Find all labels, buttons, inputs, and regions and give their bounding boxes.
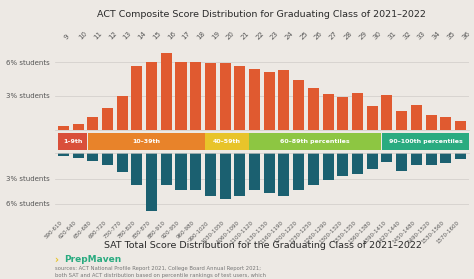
Bar: [322, 153, 334, 179]
Bar: [278, 70, 290, 130]
Bar: [146, 153, 157, 211]
Bar: [249, 153, 260, 191]
Bar: [161, 153, 172, 184]
Bar: [440, 117, 451, 130]
Text: 1–9th: 1–9th: [63, 139, 82, 144]
Text: 90–100th percentiles: 90–100th percentiles: [389, 139, 462, 144]
Bar: [205, 153, 216, 196]
Bar: [396, 110, 407, 130]
Bar: [117, 96, 128, 130]
FancyBboxPatch shape: [58, 133, 87, 150]
Bar: [337, 97, 348, 130]
Bar: [278, 153, 290, 196]
Bar: [205, 63, 216, 130]
FancyBboxPatch shape: [249, 133, 381, 150]
Text: 60–89th percentiles: 60–89th percentiles: [281, 139, 350, 144]
Text: 40–59th: 40–59th: [213, 139, 241, 144]
Bar: [426, 153, 437, 165]
Bar: [308, 88, 319, 130]
Bar: [440, 153, 451, 163]
FancyBboxPatch shape: [88, 133, 204, 150]
Bar: [382, 95, 392, 130]
Bar: [411, 105, 422, 130]
Bar: [146, 62, 157, 130]
Bar: [455, 121, 466, 130]
FancyBboxPatch shape: [382, 133, 469, 150]
Bar: [190, 62, 201, 130]
Bar: [175, 62, 186, 130]
Bar: [234, 153, 246, 196]
Bar: [308, 153, 319, 184]
Bar: [455, 153, 466, 159]
Bar: [234, 66, 246, 130]
Text: sources: ACT National Profile Report 2021, College Board Annual Report 2021;
bot: sources: ACT National Profile Report 202…: [55, 266, 265, 279]
Bar: [293, 80, 304, 130]
Bar: [426, 115, 437, 130]
Bar: [175, 153, 186, 191]
Bar: [131, 66, 142, 130]
Text: PrepMaven: PrepMaven: [64, 255, 121, 264]
Title: ACT Composite Score Distribution for Graduating Class of 2021–2022: ACT Composite Score Distribution for Gra…: [98, 10, 426, 19]
Bar: [102, 108, 113, 130]
Bar: [87, 117, 98, 130]
Bar: [219, 153, 231, 199]
Bar: [102, 153, 113, 165]
Bar: [190, 153, 201, 191]
Bar: [264, 72, 275, 130]
Bar: [396, 153, 407, 171]
Bar: [73, 153, 83, 158]
Bar: [411, 153, 422, 165]
Bar: [87, 153, 98, 161]
Bar: [131, 153, 142, 184]
Bar: [367, 106, 378, 130]
Bar: [382, 153, 392, 162]
FancyBboxPatch shape: [205, 133, 249, 150]
Bar: [264, 153, 275, 193]
Text: SAT Total Score Distribution for the Graduating Class of 2021–2022: SAT Total Score Distribution for the Gra…: [104, 241, 422, 250]
Bar: [58, 153, 69, 156]
Text: ›: ›: [55, 254, 58, 264]
Bar: [219, 63, 231, 130]
Bar: [249, 69, 260, 130]
Bar: [58, 126, 69, 130]
Bar: [293, 153, 304, 191]
Bar: [117, 153, 128, 172]
Bar: [161, 53, 172, 130]
Bar: [322, 94, 334, 130]
Bar: [352, 153, 363, 174]
Bar: [367, 153, 378, 169]
Bar: [73, 124, 83, 130]
Bar: [352, 93, 363, 130]
Bar: [337, 153, 348, 176]
Text: 10–39th: 10–39th: [132, 139, 160, 144]
